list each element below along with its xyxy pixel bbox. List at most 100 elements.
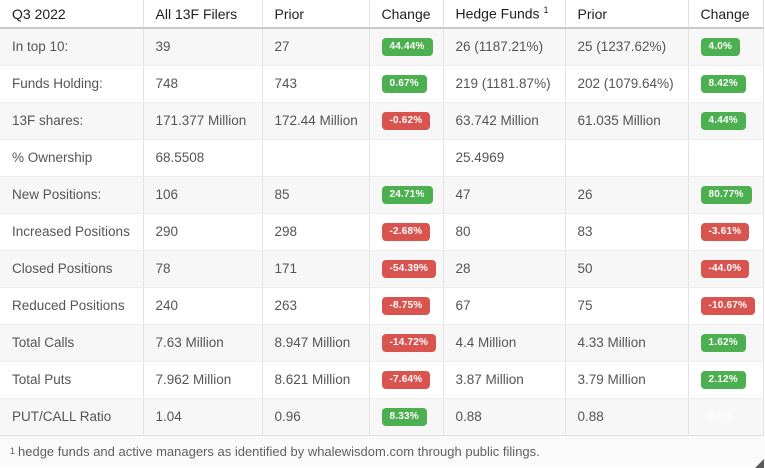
metric-label-cell: Funds Holding:: [0, 65, 143, 103]
all-filers-prior-cell: 0.96: [261, 398, 369, 436]
all-filers-value-cell: 39: [142, 28, 262, 66]
all-filers-value-cell: 171.377 Million: [142, 102, 262, 140]
hedge-funds-label: Hedge Funds: [455, 5, 540, 22]
change-badge: 8.42%: [700, 75, 746, 93]
hedge-funds-change-cell: 2.12%: [687, 361, 764, 399]
change-badge: -44.0%: [700, 260, 750, 278]
all-filers-change-cell: -54.39%: [368, 250, 443, 288]
all-filers-value-cell: 78: [142, 250, 262, 288]
all-filers-change-cell: 8.33%: [368, 398, 443, 436]
all-filers-change-cell: -2.68%: [368, 213, 443, 251]
column-header-prior-all: Prior: [261, 0, 369, 29]
hedge-funds-prior-cell: 50: [564, 250, 688, 288]
all-filers-prior-cell: 8.621 Million: [261, 361, 369, 399]
hedge-funds-prior-cell: [564, 139, 688, 177]
all-filers-prior-cell: [261, 139, 369, 177]
change-badge: 80.77%: [700, 186, 752, 204]
hedge-funds-change-cell: 80.77%: [687, 176, 764, 214]
column-header-prior-hf: Prior: [564, 0, 688, 29]
hedge-funds-value-cell: 25.4969: [442, 139, 565, 177]
hedge-funds-prior-cell: 25 (1237.62%): [564, 28, 688, 66]
hedge-funds-prior-cell: 202 (1079.64%): [564, 65, 688, 103]
hedge-funds-value-cell: 3.87 Million: [442, 361, 565, 399]
change-badge: 2.12%: [700, 371, 746, 389]
change-badge: -3.61%: [700, 223, 750, 241]
hedge-funds-change-cell: -3.61%: [687, 213, 764, 251]
table-row: New Positions: 106 85 24.71% 47 26 80.77…: [0, 176, 764, 214]
all-filers-prior-cell: 743: [261, 65, 369, 103]
hedge-funds-change-cell: 4.44%: [687, 102, 764, 140]
table-row: 13F shares: 171.377 Million 172.44 Milli…: [0, 102, 764, 140]
change-badge: 0.67%: [381, 75, 427, 93]
table-body: In top 10: 39 27 44.44% 26 (1187.21%) 25…: [0, 28, 764, 436]
column-header-hedge-funds: Hedge Funds 1: [442, 0, 565, 29]
all-filers-prior-cell: 8.947 Million: [261, 324, 369, 362]
change-badge: -14.72%: [381, 334, 437, 352]
hedge-funds-prior-cell: 4.33 Million: [564, 324, 688, 362]
table-row: % Ownership 68.5508 25.4969: [0, 139, 764, 177]
all-filers-change-cell: 44.44%: [368, 28, 443, 66]
metric-label-cell: In top 10:: [0, 28, 143, 66]
all-filers-prior-cell: 27: [261, 28, 369, 66]
all-filers-change-cell: [368, 139, 443, 177]
footnote-marker: 1: [10, 446, 16, 456]
all-filers-change-cell: 24.71%: [368, 176, 443, 214]
change-badge: 4.0%: [700, 38, 741, 57]
metric-label-cell: Closed Positions: [0, 250, 143, 288]
all-filers-value-cell: 290: [142, 213, 262, 251]
hedge-funds-value-cell: 28: [442, 250, 565, 288]
table-row: Closed Positions 78 171 -54.39% 28 50 -4…: [0, 250, 764, 288]
table-row: Reduced Positions 240 263 -8.75% 67 75 -…: [0, 287, 764, 325]
resize-grip-icon: [755, 459, 764, 468]
hedge-funds-change-cell: 4.0%: [687, 28, 764, 66]
metric-label-cell: Reduced Positions: [0, 287, 143, 325]
all-filers-prior-cell: 172.44 Million: [261, 102, 369, 140]
hedge-funds-change-cell: -44.0%: [687, 250, 764, 288]
hedge-funds-value-cell: 26 (1187.21%): [442, 28, 565, 66]
hedge-funds-prior-cell: 75: [564, 287, 688, 325]
all-filers-value-cell: 106: [142, 176, 262, 214]
hedge-funds-value-cell: 47: [442, 176, 565, 214]
change-badge: 0.0%: [708, 411, 733, 422]
footnote-text: hedge funds and active managers as ident…: [18, 443, 540, 459]
hedge-funds-value-cell: 4.4 Million: [442, 324, 565, 362]
table-row: Funds Holding: 748 743 0.67% 219 (1181.8…: [0, 65, 764, 103]
metric-label-cell: Increased Positions: [0, 213, 143, 251]
table-row: Total Calls 7.63 Million 8.947 Million -…: [0, 324, 764, 362]
change-badge: 1.62%: [700, 334, 746, 352]
hedge-funds-prior-cell: 3.79 Million: [564, 361, 688, 399]
change-badge: -0.62%: [381, 112, 431, 130]
column-header-change-hf: Change: [687, 0, 764, 29]
all-filers-change-cell: -0.62%: [368, 102, 443, 140]
hedge-funds-change-cell: 8.42%: [687, 65, 764, 103]
change-badge: -7.64%: [381, 371, 431, 389]
all-filers-value-cell: 68.5508: [142, 139, 262, 177]
hedge-funds-value-cell: 0.88: [442, 398, 565, 436]
all-filers-value-cell: 748: [142, 65, 262, 103]
all-filers-value-cell: 240: [142, 287, 262, 325]
footnote: 1 hedge funds and active managers as ide…: [0, 435, 765, 467]
hedge-funds-value-cell: 219 (1181.87%): [442, 65, 565, 103]
hedge-funds-prior-cell: 61.035 Million: [564, 102, 688, 140]
table-row: Increased Positions 290 298 -2.68% 80 83…: [0, 213, 764, 251]
13f-filings-table: Q3 2022 All 13F Filers Prior Change Hedg…: [0, 0, 764, 436]
table-row: PUT/CALL Ratio 1.04 0.96 8.33% 0.88 0.88…: [0, 398, 764, 436]
column-header-all-13f-filers: All 13F Filers: [142, 0, 262, 29]
all-filers-change-cell: -7.64%: [368, 361, 443, 399]
all-filers-prior-cell: 171: [261, 250, 369, 288]
change-badge: 4.44%: [700, 112, 746, 130]
all-filers-prior-cell: 263: [261, 287, 369, 325]
metric-label-cell: PUT/CALL Ratio: [0, 398, 143, 436]
all-filers-prior-cell: 298: [261, 213, 369, 251]
hedge-funds-change-cell: [687, 139, 764, 177]
all-filers-change-cell: 0.67%: [368, 65, 443, 103]
hedge-funds-prior-cell: 26: [564, 176, 688, 214]
column-header-change-all: Change: [368, 0, 443, 29]
hedge-funds-value-cell: 63.742 Million: [442, 102, 565, 140]
all-filers-change-cell: -14.72%: [368, 324, 443, 362]
all-filers-value-cell: 1.04: [142, 398, 262, 436]
hedge-funds-change-cell: 0.0%: [687, 398, 764, 436]
change-badge: -8.75%: [381, 297, 431, 315]
all-filers-value-cell: 7.63 Million: [142, 324, 262, 362]
